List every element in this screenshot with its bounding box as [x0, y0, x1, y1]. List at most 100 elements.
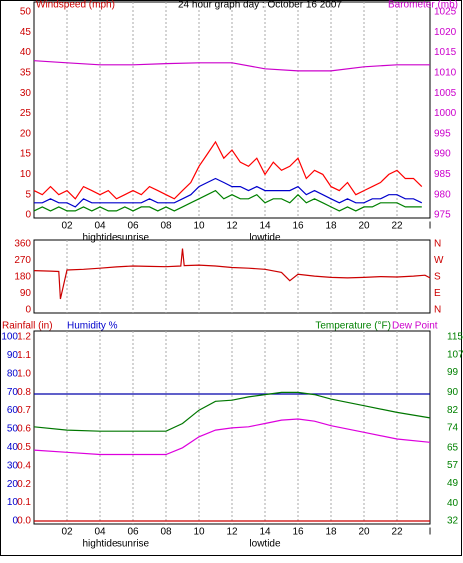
tick-label: 1.2 [17, 332, 31, 343]
series-line [33, 248, 431, 300]
tick-label: 1015 [434, 47, 457, 58]
tick-label: 1000 [434, 108, 457, 119]
x-tick-label: 22 [391, 221, 403, 232]
tick-label: 1.1 [17, 350, 31, 361]
annotation: hightide [82, 233, 117, 244]
x-tick-label: 02 [61, 527, 73, 538]
y2-axis-title: Barometer (mb) [388, 0, 458, 11]
tick-label: 20 [20, 128, 32, 139]
tick-label: 45 [20, 27, 32, 38]
x-tick-label: 04 [94, 527, 106, 538]
x-tick-label: 02 [61, 221, 73, 232]
tick-label: 50 [20, 7, 32, 18]
tick-label: 0 [25, 210, 31, 221]
tick-label: 80 [7, 368, 19, 379]
tick-label: 270 [14, 255, 31, 266]
tick-label: 82 [447, 405, 459, 416]
x-tick-label: 16 [292, 527, 304, 538]
tick-label: W [434, 255, 444, 266]
x-tick-label: I [429, 527, 432, 538]
tick-label: 115 [447, 332, 463, 343]
tick-label: 40 [20, 47, 32, 58]
tick-label: S [434, 272, 441, 283]
tick-label: 50 [7, 424, 19, 435]
tick-label: 990 [434, 149, 451, 160]
tick-label: 1020 [434, 27, 457, 38]
tick-label: 985 [434, 169, 451, 180]
tick-label: 975 [434, 210, 451, 221]
y-axis-title: Rainfall (in) [2, 321, 53, 332]
series-line [33, 60, 430, 72]
tick-label: 30 [20, 88, 32, 99]
x-tick-label: 08 [160, 527, 172, 538]
tick-label: 360 [14, 239, 31, 250]
tick-label: 57 [447, 460, 459, 471]
tick-label: 40 [447, 498, 459, 509]
annotation: sunrise [117, 539, 150, 550]
x-tick-label: 06 [127, 221, 139, 232]
series-line [33, 140, 423, 200]
annotation: sunrise [117, 233, 150, 244]
x-tick-label: 22 [391, 527, 403, 538]
tick-label: 15 [20, 149, 32, 160]
tick-label: 10 [20, 169, 32, 180]
tick-label: 0.7 [17, 405, 31, 416]
tick-label: 0.1 [17, 497, 31, 508]
y2-axis-title: Temperature (°F) [315, 321, 391, 332]
chart-title: 24 hour graph day : October 16 2007 [178, 0, 342, 11]
y3-axis-title: Humidity % [67, 321, 118, 332]
x-tick-label: 04 [94, 221, 106, 232]
tick-label: 20 [7, 479, 19, 490]
x-tick-label: 14 [259, 221, 271, 232]
dew-point-title: Dew Point [392, 321, 438, 332]
annotation: lowtide [249, 539, 281, 550]
tick-label: N [434, 239, 441, 250]
tick-label: 60 [7, 405, 19, 416]
x-tick-label: 16 [292, 221, 304, 232]
tick-label: 0.0 [17, 516, 31, 527]
tick-label: 100 [1, 332, 18, 343]
tick-label: N [434, 305, 441, 316]
tick-label: 35 [20, 68, 32, 79]
tick-label: 1025 [434, 7, 457, 18]
annotation: lowtide [249, 233, 281, 244]
tick-label: 0.8 [17, 387, 31, 398]
tick-label: 5 [25, 189, 31, 200]
x-tick-label: 10 [193, 221, 205, 232]
tick-label: 25 [20, 108, 32, 119]
tick-label: 180 [14, 272, 31, 283]
tick-label: 0 [12, 516, 18, 527]
series-line [33, 418, 431, 456]
x-tick-label: 20 [358, 527, 370, 538]
tick-label: 10 [7, 497, 19, 508]
tick-label: 90 [7, 350, 19, 361]
tick-label: 995 [434, 128, 451, 139]
tick-label: 0.5 [17, 442, 31, 453]
series-line [33, 189, 422, 212]
tick-label: 90 [20, 288, 32, 299]
tick-label: 0 [25, 305, 31, 316]
tick-label: 0.6 [17, 424, 31, 435]
x-tick-label: 06 [127, 527, 139, 538]
x-tick-label: 18 [325, 221, 337, 232]
annotation: hightide [82, 539, 117, 550]
tick-label: 99 [447, 367, 459, 378]
tick-label: 980 [434, 189, 451, 200]
x-tick-label: 10 [193, 527, 205, 538]
tick-label: 1010 [434, 68, 457, 79]
x-tick-label: I [429, 221, 432, 232]
x-tick-label: 18 [325, 527, 337, 538]
tick-label: 70 [7, 387, 19, 398]
tick-label: 30 [7, 460, 19, 471]
x-tick-label: 14 [259, 527, 271, 538]
tick-label: 1.0 [17, 368, 31, 379]
series-line [33, 391, 431, 432]
tick-label: 1005 [434, 88, 457, 99]
series-line [34, 177, 423, 208]
tick-label: 40 [7, 442, 19, 453]
tick-label: 49 [447, 478, 459, 489]
tick-label: 32 [447, 516, 459, 527]
tick-label: 0.4 [17, 460, 31, 471]
